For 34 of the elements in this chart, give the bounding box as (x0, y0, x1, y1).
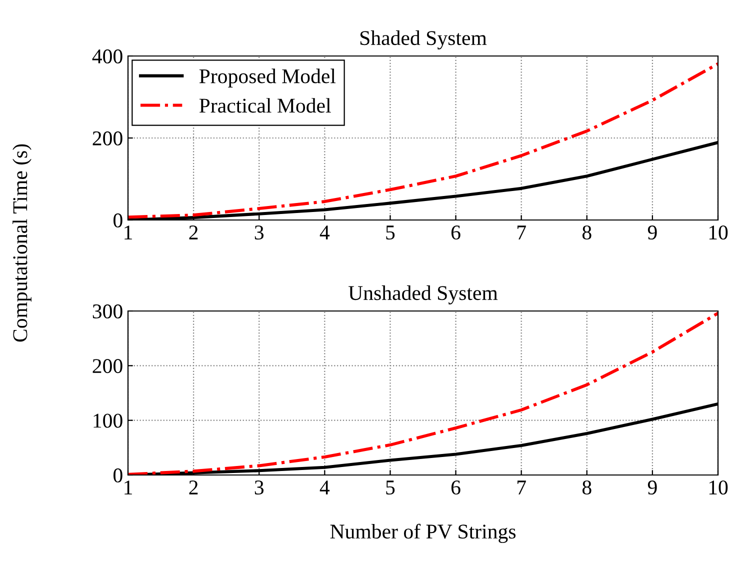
chart-title: Unshaded System (348, 285, 498, 304)
x-tick-label: 9 (648, 226, 657, 240)
legend-label: Proposed Model (199, 68, 336, 88)
x-tick-label: 2 (189, 226, 198, 240)
x-tick-label: 10 (709, 480, 728, 495)
x-tick-label: 1 (124, 226, 132, 240)
x-tick-label: 5 (386, 226, 395, 240)
x-tick-label: 8 (582, 480, 592, 495)
x-axis-title: Number of PV Strings (330, 524, 516, 543)
x-tick-label: 2 (189, 480, 198, 494)
y-tick-label: 0 (114, 213, 122, 228)
x-tick-label: 3 (254, 480, 264, 495)
x-tick-label: 6 (451, 480, 460, 495)
line-series (128, 312, 718, 475)
x-tick-label: 10 (709, 225, 728, 240)
x-tick-label: 8 (582, 225, 592, 240)
x-tick-label: 3 (254, 226, 264, 240)
x-tick-label: 5 (386, 480, 395, 495)
y-tick-label: 200 (92, 131, 122, 146)
y-tick-label: 300 (92, 304, 122, 318)
y-tick-label: 200 (92, 359, 122, 374)
legend-label: Practical Model (199, 98, 331, 113)
x-tick-label: 7 (518, 480, 526, 494)
y-tick-label: 100 (94, 414, 122, 428)
x-tick-label: 4 (320, 226, 330, 240)
y-axis-title: Computational Time (s) (12, 144, 32, 342)
y-tick-label: 400 (92, 49, 122, 64)
x-tick-label: 4 (320, 480, 330, 494)
y-tick-label: 0 (114, 468, 122, 482)
x-tick-label: 9 (648, 480, 657, 495)
x-tick-label: 1 (124, 480, 132, 494)
x-tick-label: 6 (451, 226, 460, 240)
chart-title: Shaded System (360, 30, 487, 50)
x-tick-label: 7 (518, 226, 526, 240)
